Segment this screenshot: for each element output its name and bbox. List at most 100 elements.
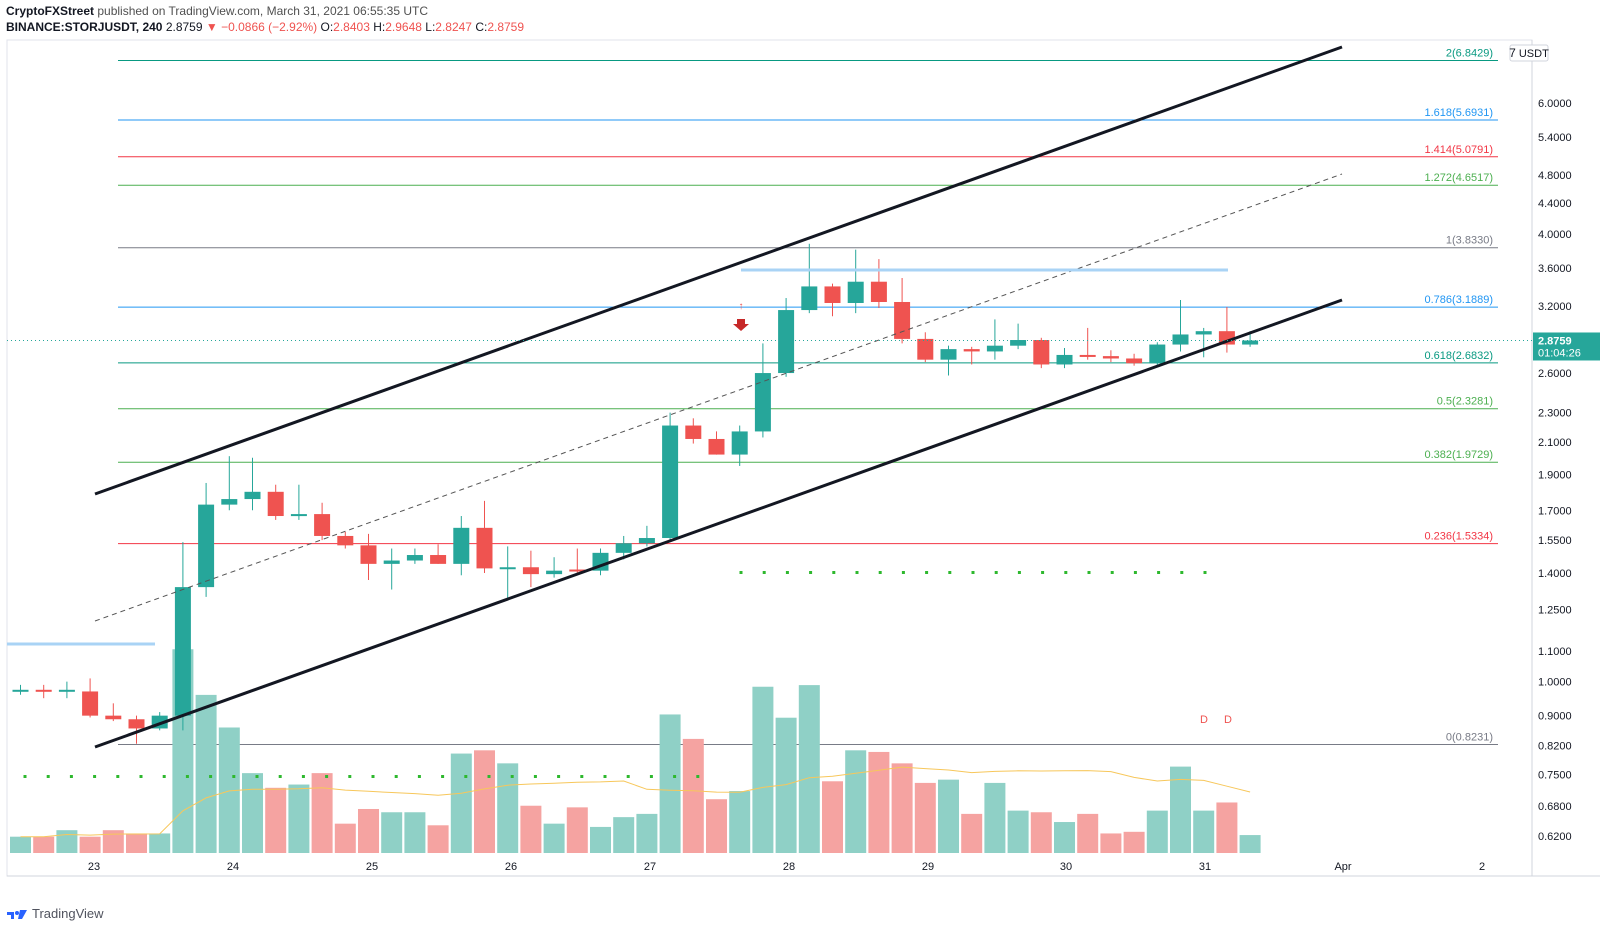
volume-bars <box>10 649 1261 853</box>
low-value: 2.8247 <box>435 20 472 34</box>
price-tick-label: 2.6000 <box>1538 368 1572 380</box>
volume-bar <box>126 833 147 853</box>
sell-arrow-icon <box>733 319 749 331</box>
time-tick-label: 24 <box>227 861 239 873</box>
candle-body <box>290 514 307 517</box>
fib-level-label: 0(0.8231) <box>1446 731 1493 743</box>
time-tick-label: 31 <box>1199 861 1211 873</box>
price-tick-label: 4.4000 <box>1538 198 1572 210</box>
open-label: O: <box>320 20 334 34</box>
volume-bar <box>891 763 913 853</box>
volume-bar <box>427 825 449 853</box>
price-change: ▼ −0.0866 (−2.92%) <box>205 20 318 34</box>
volume-bar <box>218 727 240 853</box>
high-value: 2.9648 <box>385 20 422 34</box>
indicator-dots <box>23 571 1207 778</box>
volume-bar <box>149 833 171 853</box>
time-tick-label: 26 <box>505 861 517 873</box>
time-axis[interactable]: 23 24 25 26 27 28 29 30 31 Apr 2 <box>88 861 1485 873</box>
candle-body <box>778 310 795 374</box>
indicator-dot <box>1087 571 1091 574</box>
price-tag-countdown: 01:04:26 <box>1538 347 1581 359</box>
volume-bar <box>659 714 681 853</box>
candle-body <box>12 689 29 692</box>
volume-bar <box>102 830 124 853</box>
price-tick-label: 0.6800 <box>1538 801 1572 813</box>
candle-body <box>1079 354 1096 357</box>
price-tick-label: 4.0000 <box>1538 229 1572 241</box>
drawings[interactable]: ↑ D D <box>7 45 1343 749</box>
indicator-dot <box>1041 571 1045 574</box>
volume-bar <box>1239 835 1261 853</box>
candle-body <box>824 286 841 303</box>
volume-bar <box>590 826 611 853</box>
volume-bar <box>636 813 658 853</box>
indicator-dot <box>901 571 905 574</box>
volume-bar <box>868 751 890 853</box>
volume-bar <box>1170 766 1191 853</box>
price-axis[interactable]: 7 USDT 6.0000 5.4000 4.8000 4.4000 4.0000 3.60… <box>1509 44 1572 843</box>
candle-body <box>35 689 52 692</box>
price-tick-label: 3.6000 <box>1538 263 1572 275</box>
candle-body <box>1010 340 1027 346</box>
footer-brand: TradingView <box>32 906 104 921</box>
candle-body <box>917 338 934 360</box>
volume-bar <box>520 805 542 853</box>
candle-body <box>638 538 655 544</box>
candle-body <box>1102 356 1119 359</box>
fibonacci-extension[interactable]: 2(6.8429) 1.618(5.6931) 1.414(5.0791) 1.272… <box>118 48 1498 745</box>
volume-bar <box>1054 822 1075 853</box>
candlesticks <box>12 243 1259 744</box>
fib-level-label: 1(3.8330) <box>1446 235 1493 247</box>
indicator-dot <box>855 571 859 574</box>
arrow-marker-label: ↑ <box>739 301 744 312</box>
fib-level-label: 1.414(5.0791) <box>1425 144 1494 156</box>
publisher-name[interactable]: CryptoFXStreet <box>6 4 95 18</box>
unit-label: 7 USDT <box>1509 46 1549 60</box>
indicator-dot <box>649 775 653 778</box>
channel-upper-trendline[interactable] <box>94 45 1343 496</box>
candle-body <box>406 555 423 561</box>
price-tick-label: 0.6200 <box>1538 831 1572 843</box>
volume-bar <box>682 738 704 853</box>
volume-bar <box>404 812 426 853</box>
fib-level-label: 0.5(2.3281) <box>1437 396 1493 408</box>
last-price: 2.8759 <box>165 20 203 34</box>
indicator-dot <box>533 775 537 778</box>
volume-bar <box>195 694 217 853</box>
close-value: 2.8759 <box>487 20 525 34</box>
volume-bar <box>706 799 727 853</box>
channel-lower-trendline[interactable] <box>94 298 1343 749</box>
tradingview-logo[interactable]: TradingView <box>6 906 104 921</box>
indicator-dot <box>394 775 398 778</box>
volume-bar <box>752 686 774 853</box>
channel-midline[interactable] <box>94 173 1343 622</box>
volume-bar <box>242 773 263 853</box>
price-tick-label: 1.1000 <box>1538 646 1572 658</box>
candle-body <box>1033 340 1050 365</box>
price-tick-label: 1.7000 <box>1538 505 1572 517</box>
indicator-dot <box>232 775 236 778</box>
indicator-dot <box>116 775 120 778</box>
symbol-name[interactable]: BINANCE:STORJUSDT, 240 <box>6 20 163 34</box>
price-tick-label: 0.7500 <box>1538 770 1572 782</box>
open-value: 2.8403 <box>333 20 370 34</box>
volume-bar <box>1077 813 1099 853</box>
indicator-dot <box>809 571 813 574</box>
symbol-info: BINANCE:STORJUSDT, 240 2.8759 ▼ −0.0866 … <box>6 20 524 34</box>
indicator-dot <box>580 775 584 778</box>
candle-body <box>1126 358 1143 364</box>
volume-bar <box>381 812 403 853</box>
candle-body <box>522 567 539 575</box>
indicator-dot <box>487 775 491 778</box>
volume-bar <box>1146 810 1168 853</box>
price-tag-value: 2.8759 <box>1538 335 1572 347</box>
volume-bar <box>1030 812 1052 853</box>
indicator-dot <box>626 775 630 778</box>
unit-badge[interactable] <box>1509 44 1549 62</box>
indicator-dot <box>69 775 73 778</box>
price-tick-label: 1.9000 <box>1538 469 1572 481</box>
fib-level-label: 0.786(3.1889) <box>1425 294 1494 306</box>
indicator-dot <box>832 571 836 574</box>
